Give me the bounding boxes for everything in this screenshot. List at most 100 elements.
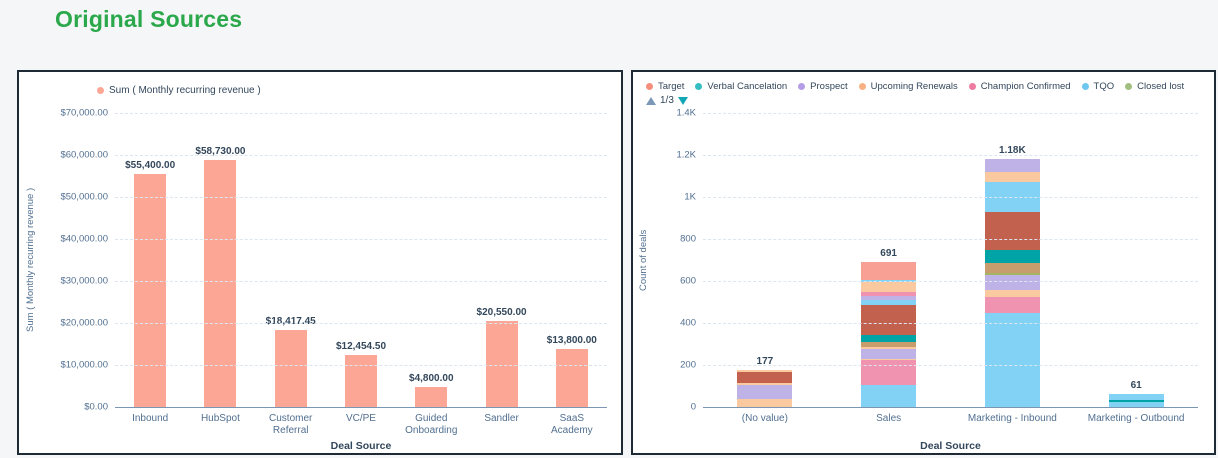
legend-dot-icon [968, 83, 976, 90]
stack-segment[interactable] [861, 335, 917, 342]
triangle-down-icon[interactable] [677, 96, 688, 105]
bar-slot: $55,400.00 [115, 113, 185, 407]
bar-inbound[interactable]: $55,400.00 [125, 160, 175, 407]
stack-segment[interactable] [984, 272, 1040, 275]
stack-segment[interactable] [984, 262, 1040, 273]
stack-segment[interactable] [737, 382, 793, 385]
stack-segment[interactable] [737, 372, 793, 383]
bar-value-label: $20,550.00 [476, 306, 527, 318]
stack-segment[interactable] [861, 358, 917, 361]
stack-segment[interactable] [1108, 394, 1164, 401]
bar-value-label: $18,417.45 [265, 315, 316, 327]
deal-count-by-source-chart: Target Verbal Cancelation Prospect Upcoming… [631, 70, 1216, 455]
bar-saas-academy[interactable]: $13,800.00 [547, 335, 597, 407]
stack-segment[interactable] [861, 282, 917, 293]
stacked-bar--no-value-[interactable]: 177 [737, 356, 793, 407]
stack-segment[interactable] [861, 300, 917, 306]
gridline [703, 197, 1198, 198]
stack-segment[interactable] [737, 398, 793, 407]
x-tick-label: Inbound [132, 413, 169, 424]
y-tick-label: $70,000.00 [60, 107, 108, 119]
legend-dot-icon [97, 87, 104, 94]
stack-segment[interactable] [737, 369, 793, 373]
stacked-bar-sales[interactable]: 691 [861, 248, 917, 407]
gridline [703, 323, 1198, 324]
stack-segment[interactable] [861, 296, 917, 301]
gridline [115, 281, 607, 282]
stack-segment[interactable] [861, 261, 917, 281]
stacked-bar-marketing-inbound[interactable]: 1.18K [984, 145, 1040, 407]
legend-item-sum-monthly-recurring-revenue-[interactable]: Sum ( Monthly recurring revenue ) [97, 85, 261, 96]
y-tick-label: 800 [680, 233, 696, 245]
legend-label: Verbal Cancelation [707, 81, 788, 92]
legend-dot-icon [798, 83, 806, 90]
y-axis-title: Count of deals [638, 229, 649, 291]
x-axis-labels: Inbound HubSpot Customer Referral VC/PE Guid… [115, 413, 607, 437]
legend-pagination: 1/3 [646, 95, 688, 106]
bars-container: 177 691 1.18K 61 [703, 113, 1198, 407]
page-title: Original Sources [55, 6, 243, 32]
y-tick-label: 0 [690, 401, 696, 413]
stack-segment[interactable] [984, 296, 1040, 314]
legend-item-tqo[interactable]: TQO [1081, 81, 1115, 92]
stack-segment[interactable] [737, 384, 793, 399]
legend-dot-icon [858, 83, 866, 90]
legend-item-closed-lost[interactable]: Closed lost [1125, 81, 1184, 92]
stack-segment[interactable] [984, 249, 1040, 263]
stack-segment[interactable] [861, 341, 917, 347]
legend-item-prospect[interactable]: Prospect [798, 81, 848, 92]
bar-total-label: 177 [756, 355, 774, 367]
bar-total-label: 61 [1130, 380, 1142, 392]
stack-segment[interactable] [861, 305, 917, 336]
x-axis-title: Deal Source [920, 440, 981, 452]
chart-legend: Target Verbal Cancelation Prospect Upcoming… [646, 81, 1208, 92]
legend-item-upcoming-renewals[interactable]: Upcoming Renewals [858, 81, 958, 92]
bar-sandler[interactable]: $20,550.00 [477, 307, 527, 407]
legend-label: TQO [1093, 81, 1115, 92]
stack-segment[interactable] [861, 360, 917, 386]
x-tick-label: SaaS Academy [550, 413, 593, 436]
stack-segment[interactable] [984, 274, 1040, 290]
stack-segment[interactable] [984, 313, 1040, 407]
bar-vc-pe[interactable]: $12,454.50 [336, 341, 386, 407]
x-tick-label: Marketing - Inbound [967, 413, 1057, 424]
gridline [703, 365, 1198, 366]
gridline [115, 155, 607, 156]
stack-segment[interactable] [984, 289, 1040, 297]
stack-segment[interactable] [1108, 401, 1164, 407]
bar-slot: $18,417.45 [256, 113, 326, 407]
bar-value-label: $4,800.00 [409, 372, 454, 384]
bar-total-label: 691 [880, 247, 897, 259]
stack-segment[interactable] [861, 385, 917, 407]
stack-segment[interactable] [861, 348, 917, 359]
legend-item-champion-confirmed[interactable]: Champion Confirmed [968, 81, 1071, 92]
legend-dot-icon [1081, 83, 1089, 90]
stack-segment[interactable] [984, 159, 1040, 173]
stack-segment[interactable] [1108, 400, 1164, 402]
bars-container: $55,400.00 $58,730.00 $18,417.45 $12,454.50… [115, 113, 607, 407]
stack-segment[interactable] [861, 292, 917, 297]
stack-segment[interactable] [984, 172, 1040, 183]
bar-value-label: $12,454.50 [335, 340, 387, 352]
stacked-bar-marketing-outbound[interactable]: 61 [1108, 380, 1164, 407]
bar-total-label: 1.18K [999, 145, 1026, 157]
stack-segment[interactable] [861, 346, 917, 349]
x-tick-label: Guided Onboarding [405, 413, 458, 436]
y-tick-label: $50,000.00 [60, 191, 108, 203]
legend-item-target[interactable]: Target [646, 81, 684, 92]
bar-customer-referral[interactable]: $18,417.45 [266, 316, 316, 407]
stack-segment[interactable] [984, 211, 1040, 250]
legend-label: Closed lost [1137, 81, 1185, 92]
legend-page-indicator: 1/3 [660, 95, 674, 106]
x-axis-title: Deal Source [330, 440, 392, 452]
y-tick-label: 1.2K [676, 149, 696, 161]
legend-item-verbal-cancelation[interactable]: Verbal Cancelation [695, 81, 787, 92]
x-tick-label: HubSpot [200, 413, 240, 424]
y-tick-label: 1K [684, 191, 696, 203]
bar-guided-onboarding[interactable]: $4,800.00 [409, 373, 454, 407]
bar-slot: 1.18K [951, 113, 1075, 407]
legend-label: Sum ( Monthly recurring revenue ) [109, 85, 261, 96]
x-tick-label: Customer Referral [269, 413, 313, 436]
y-tick-label: $40,000.00 [60, 233, 108, 245]
triangle-up-icon[interactable] [646, 96, 656, 105]
